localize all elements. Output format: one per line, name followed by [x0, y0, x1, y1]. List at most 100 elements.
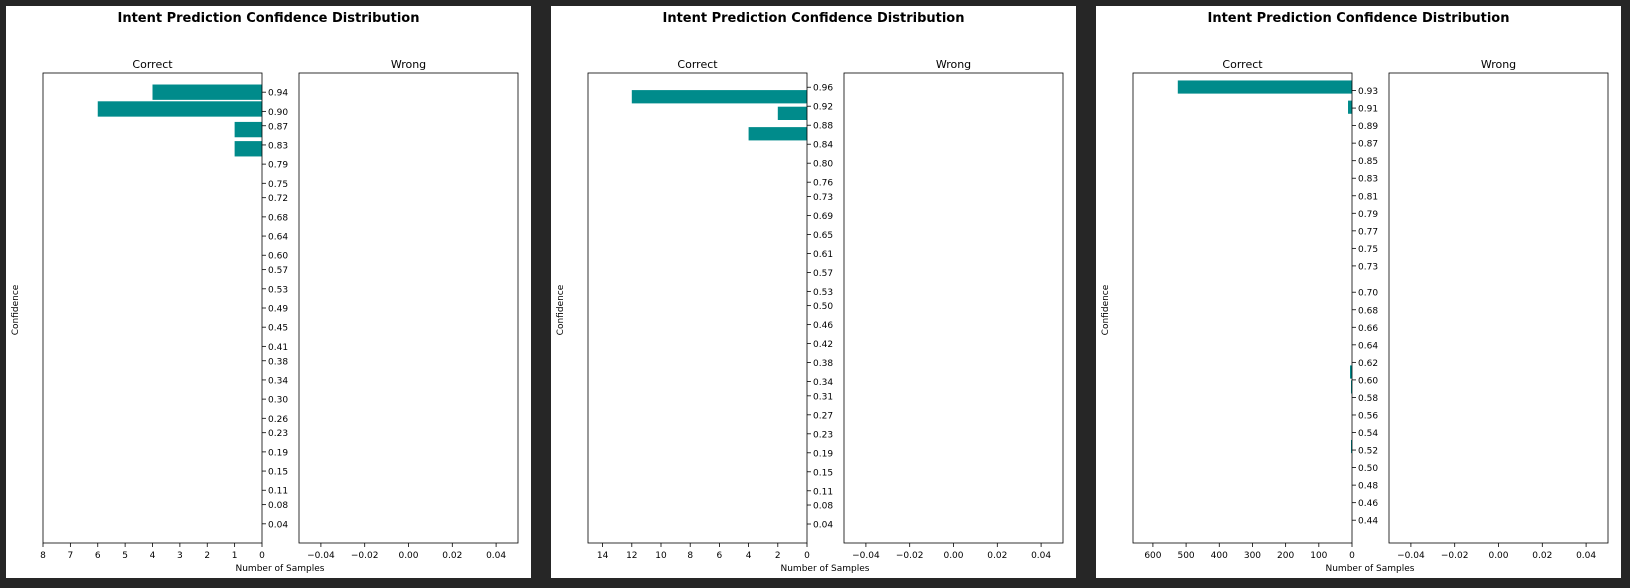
- x-axis-label: Number of Samples: [1326, 564, 1415, 574]
- y-tick-label: 0.52: [1358, 447, 1378, 457]
- bar: [234, 121, 262, 138]
- y-tick-label: 0.76: [813, 179, 833, 189]
- y-tick-label: 0.73: [1358, 262, 1378, 272]
- subplot: Wrong −0.04 −0.02 0.00 0.02 0.04: [843, 58, 1064, 561]
- x-tick-label: 12: [626, 551, 637, 561]
- bar: [1177, 80, 1352, 94]
- x-tick-label: 0.02: [1532, 551, 1552, 561]
- y-tick-label: 0.46: [813, 321, 833, 331]
- y-tick-label: 0.15: [813, 468, 833, 478]
- y-tick-label: 0.19: [268, 448, 288, 458]
- x-tick-label: 500: [1177, 551, 1194, 561]
- y-tick-label: 0.92: [813, 103, 833, 113]
- subplot: Correct 0 1 2 3 4 5 6 7 8: [40, 58, 265, 561]
- x-axis-label: Number of Samples: [781, 564, 870, 574]
- y-tick-label: 0.54: [1358, 429, 1378, 439]
- y-tick-label: 0.34: [813, 378, 833, 388]
- chart-panel: Intent Prediction Confidence Distributio…: [551, 6, 1076, 578]
- x-tick-label: 14: [597, 551, 609, 561]
- x-tick-label: 3: [177, 551, 183, 561]
- y-tick-label: 0.79: [1358, 210, 1378, 220]
- subplot: Correct 0 100 200 300 400 500 600: [1132, 58, 1355, 561]
- y-tick-label: 0.77: [1358, 227, 1378, 237]
- x-tick-label: 0: [1349, 551, 1355, 561]
- bar: [97, 101, 262, 117]
- panel-background: [6, 6, 531, 578]
- axes-frame: [1132, 72, 1353, 544]
- y-tick-label: 0.27: [813, 411, 833, 421]
- y-tick-label: 0.89: [1358, 122, 1378, 132]
- y-tick-label: 0.08: [268, 501, 288, 511]
- panel-background: [1096, 6, 1621, 578]
- y-tick-label: 0.57: [268, 266, 288, 276]
- x-tick-label: 2: [204, 551, 210, 561]
- y-tick-label: 0.90: [268, 108, 288, 118]
- x-tick-label: 8: [40, 551, 46, 561]
- x-tick-label: 200: [1277, 551, 1294, 561]
- y-axis-label: Confidence: [556, 284, 566, 335]
- chart-title: Intent Prediction Confidence Distributio…: [663, 11, 965, 26]
- bar: [777, 106, 807, 120]
- y-tick-label: 0.72: [268, 194, 288, 204]
- y-tick-label: 0.91: [1358, 105, 1378, 115]
- y-tick-label: 0.11: [813, 487, 833, 497]
- bar: [152, 84, 262, 100]
- x-tick-label: 0.02: [442, 551, 462, 561]
- y-tick-label: 0.87: [268, 122, 288, 132]
- subplot: Wrong −0.04 −0.02 0.00 0.02 0.04: [1388, 58, 1609, 561]
- x-tick-label: 5: [122, 551, 128, 561]
- x-tick-label: 400: [1211, 551, 1228, 561]
- chart-panel: Intent Prediction Confidence Distributio…: [1096, 6, 1621, 578]
- chart-title: Intent Prediction Confidence Distributio…: [118, 11, 420, 26]
- x-tick-label: −0.02: [351, 551, 379, 561]
- y-tick-label: 0.96: [813, 84, 833, 94]
- y-tick-label: 0.81: [1358, 192, 1378, 202]
- subplot-title: Wrong: [1481, 58, 1516, 71]
- y-tick-label: 0.75: [1358, 245, 1378, 255]
- chart-title: Intent Prediction Confidence Distributio…: [1208, 11, 1510, 26]
- y-tick-label: 0.19: [813, 449, 833, 459]
- bar: [1348, 100, 1352, 114]
- y-tick-label: 0.49: [268, 305, 288, 315]
- y-tick-label: 0.15: [268, 468, 288, 478]
- bar: [1350, 365, 1352, 379]
- y-tick-label: 0.84: [813, 141, 833, 151]
- x-axis-label: Number of Samples: [236, 564, 325, 574]
- x-tick-label: 8: [687, 551, 693, 561]
- y-tick-label: 0.64: [1358, 341, 1378, 351]
- y-tick-label: 0.93: [1358, 87, 1378, 97]
- y-tick-label: 0.11: [268, 487, 288, 497]
- x-tick-label: 0.04: [486, 551, 506, 561]
- y-tick-label: 0.56: [1358, 411, 1378, 421]
- y-tick-label: 0.04: [813, 521, 833, 531]
- bar: [631, 90, 807, 104]
- y-tick-label: 0.08: [813, 502, 833, 512]
- y-tick-label: 0.30: [268, 396, 288, 406]
- y-tick-label: 0.83: [268, 141, 288, 151]
- x-tick-label: −0.02: [1441, 551, 1469, 561]
- y-tick-label: 0.41: [268, 343, 288, 353]
- y-tick-label: 0.79: [268, 161, 288, 171]
- x-tick-label: 0.00: [398, 551, 418, 561]
- x-tick-label: 0.00: [943, 551, 963, 561]
- y-tick-label: 0.04: [268, 520, 288, 530]
- y-tick-label: 0.94: [268, 89, 288, 99]
- x-tick-label: 7: [68, 551, 74, 561]
- y-tick-label: 0.64: [268, 233, 288, 243]
- subplot-title: Wrong: [936, 58, 971, 71]
- x-tick-label: 6: [717, 551, 723, 561]
- y-tick-label: 0.38: [813, 359, 833, 369]
- y-tick-label: 0.70: [1358, 289, 1378, 299]
- y-tick-label: 0.83: [1358, 175, 1378, 185]
- y-tick-label: 0.66: [1358, 324, 1378, 334]
- y-tick-label: 0.44: [1358, 517, 1378, 527]
- x-tick-label: 100: [1310, 551, 1327, 561]
- y-tick-label: 0.50: [1358, 464, 1378, 474]
- x-tick-label: 4: [746, 551, 752, 561]
- y-tick-label: 0.75: [268, 180, 288, 190]
- y-tick-label: 0.53: [268, 285, 288, 295]
- y-tick-label: 0.46: [1358, 499, 1378, 509]
- x-tick-label: −0.04: [1397, 551, 1425, 561]
- y-tick-label: 0.42: [813, 340, 833, 350]
